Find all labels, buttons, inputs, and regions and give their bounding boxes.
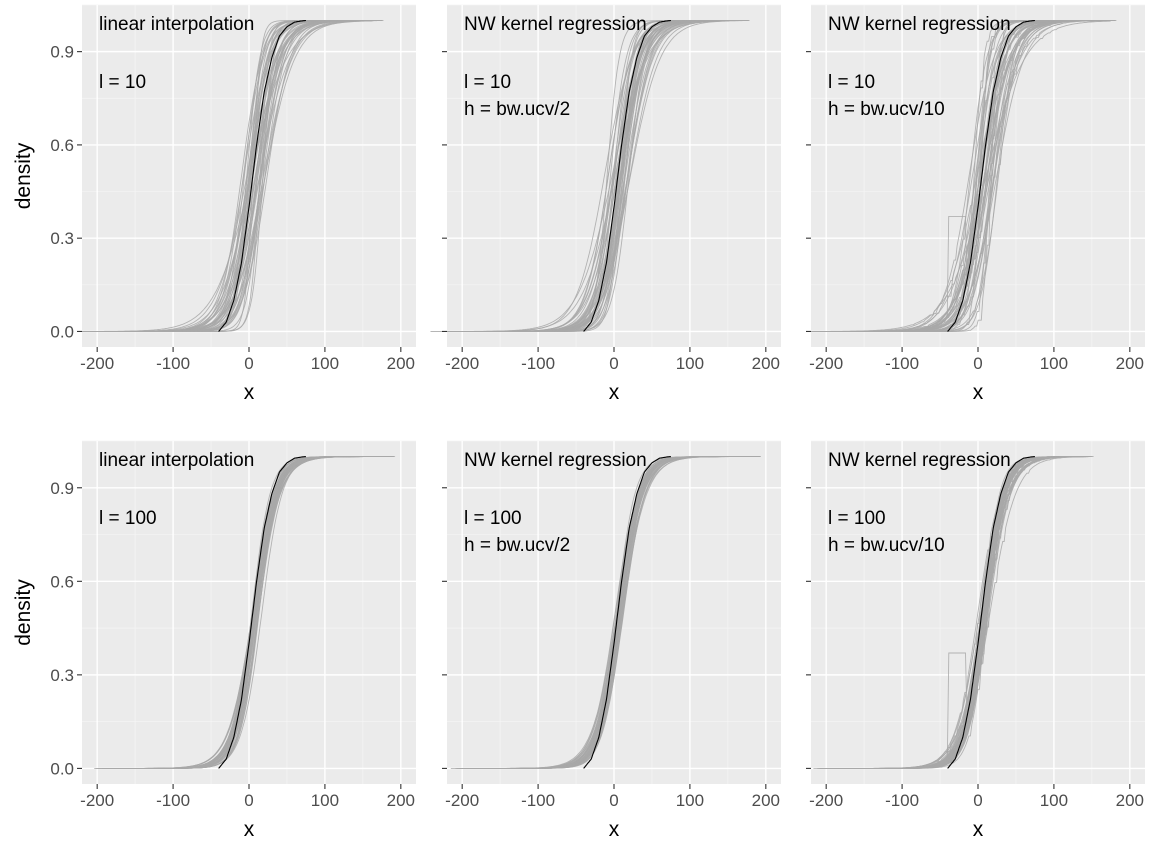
x-tick-label: 200 — [387, 791, 415, 810]
x-tick-label: 0 — [244, 354, 253, 373]
x-tick-label: 200 — [1116, 354, 1144, 373]
panel-method-label: NW kernel regression — [464, 450, 647, 471]
panel-h-label: h = bw.ucv/2 — [464, 535, 570, 556]
replicate-curve — [828, 20, 1103, 332]
true-curve — [583, 456, 671, 769]
panel-h-label: h = bw.ucv/10 — [828, 535, 945, 556]
y-tick-label: 0.6 — [50, 136, 74, 155]
x-tick-label: -100 — [521, 791, 555, 810]
panel-4: -200 -100 0 100 200 0.0 0.3 0.6 0.9 x density linea… — [12, 440, 416, 841]
x-tick-label: 0 — [244, 791, 253, 810]
x-axis-title: x — [973, 818, 984, 841]
y-tick-label: 0.3 — [50, 666, 74, 685]
x-tick-label: 100 — [311, 354, 339, 373]
x-tick-label: -200 — [80, 791, 114, 810]
x-tick-label: 100 — [1040, 791, 1068, 810]
x-tick-label: -200 — [445, 791, 479, 810]
x-tick-label: 100 — [311, 791, 339, 810]
true-curve — [583, 19, 671, 332]
x-tick-label: -100 — [885, 791, 919, 810]
replicate-curve — [466, 20, 749, 332]
replicate-curves — [78, 20, 384, 332]
panel-l-label: l = 100 — [828, 508, 886, 529]
x-tick-label: -200 — [80, 354, 114, 373]
replicate-curves — [430, 20, 750, 332]
replicate-curve — [825, 456, 1093, 769]
y-axis-title: density — [12, 579, 35, 646]
x-tick-label: -100 — [885, 354, 919, 373]
replicate-curve — [116, 20, 372, 332]
x-tick-label: -200 — [809, 791, 843, 810]
y-tick-label: 0.6 — [50, 572, 74, 591]
y-tick-label: 0.9 — [50, 43, 74, 62]
replicate-curve — [96, 20, 348, 332]
y-axis-title: density — [12, 142, 35, 209]
x-tick-label: 100 — [676, 354, 704, 373]
panel-method-label: NW kernel regression — [828, 450, 1011, 471]
y-tick-label: 0.0 — [50, 759, 74, 778]
panel-method-label: linear interpolation — [99, 450, 254, 471]
x-tick-label: -100 — [156, 354, 190, 373]
true-curve — [947, 19, 1035, 332]
replicate-curves — [94, 456, 396, 769]
x-tick-label: 0 — [973, 791, 982, 810]
x-tick-label: 0 — [973, 354, 982, 373]
x-tick-label: -100 — [156, 791, 190, 810]
x-axis-title: x — [973, 381, 984, 404]
x-tick-label: 200 — [752, 791, 780, 810]
true-curve — [218, 456, 306, 769]
true-curve — [218, 19, 306, 332]
y-tick-label: 0.0 — [50, 322, 74, 341]
x-tick-label: -200 — [809, 354, 843, 373]
x-axis-title: x — [244, 818, 255, 841]
panel-6: -200 -100 0 100 200 x NW kernel regression l = … — [806, 440, 1145, 841]
true-curve — [947, 456, 1035, 769]
panel-l-label: l = 100 — [99, 508, 157, 529]
replicate-curves — [450, 456, 761, 769]
x-tick-label: 0 — [609, 354, 618, 373]
x-axis-title: x — [609, 381, 620, 404]
panel-l-label: l = 10 — [828, 72, 875, 93]
panel-method-label: NW kernel regression — [464, 14, 647, 35]
x-axis-title: x — [609, 818, 620, 841]
panel-l-label: l = 10 — [464, 72, 511, 93]
panel-method-label: NW kernel regression — [828, 14, 1011, 35]
x-tick-label: 0 — [609, 791, 618, 810]
panel-5: -200 -100 0 100 200 x NW kernel regression l = … — [442, 440, 781, 841]
x-axis-title: x — [244, 381, 255, 404]
panel-3: -200 -100 0 100 200 x NW kernel regression l = … — [806, 4, 1145, 404]
x-tick-label: -200 — [445, 354, 479, 373]
x-tick-label: 200 — [1116, 791, 1144, 810]
panel-h-label: h = bw.ucv/2 — [464, 99, 570, 120]
x-tick-label: 100 — [676, 791, 704, 810]
replicate-curves — [811, 20, 1117, 332]
replicate-curve — [830, 20, 1117, 332]
panel-method-label: linear interpolation — [99, 14, 254, 35]
y-tick-label: 0.9 — [50, 479, 74, 498]
panel-l-label: l = 100 — [464, 508, 522, 529]
x-tick-label: 200 — [752, 354, 780, 373]
x-tick-label: 100 — [1040, 354, 1068, 373]
panel-h-label: h = bw.ucv/10 — [828, 99, 945, 120]
x-tick-label: -100 — [521, 354, 555, 373]
panel-2: -200 -100 0 100 200 x NW kernel regression l = … — [430, 4, 781, 404]
y-tick-label: 0.3 — [50, 229, 74, 248]
panel-l-label: l = 10 — [99, 72, 146, 93]
panel-1: -200 -100 0 100 200 0.0 0.3 0.6 0.9 x density linea… — [12, 4, 416, 404]
replicate-curve — [99, 20, 373, 332]
x-tick-label: 200 — [387, 354, 415, 373]
replicate-curve — [461, 456, 748, 769]
replicate-curves — [813, 456, 1094, 769]
